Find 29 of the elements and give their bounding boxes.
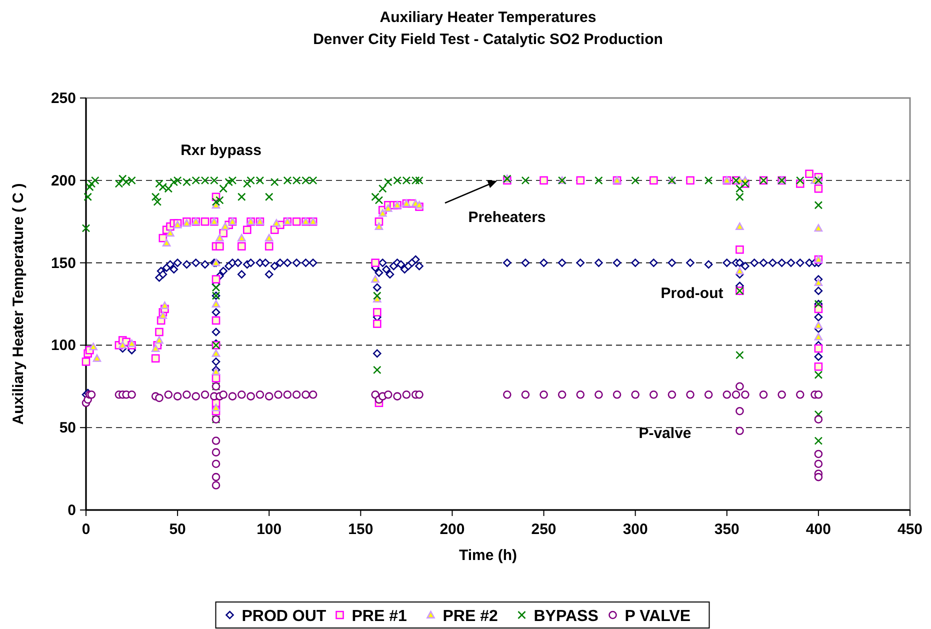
x-tick-label: 200	[440, 521, 465, 538]
x-tick-label: 350	[714, 521, 740, 538]
annotation: P-valve	[638, 425, 692, 442]
x-tick-label: 150	[348, 521, 374, 538]
y-tick-label: 0	[68, 502, 76, 519]
legend-label: BYPASS	[534, 608, 599, 625]
x-tick-label: 450	[897, 521, 923, 538]
x-tick-label: 400	[806, 521, 831, 538]
x-tick-label: 100	[256, 521, 282, 538]
chart-subtitle: Denver City Field Test - Catalytic SO2 Production	[313, 31, 663, 48]
legend-label: PROD OUT	[242, 608, 326, 625]
legend-label: PRE #2	[442, 608, 498, 625]
y-tick-label: 50	[59, 420, 76, 437]
x-tick-label: 300	[622, 521, 648, 538]
y-axis-title: Auxiliary Heater Temperature ( C )	[10, 183, 27, 425]
x-axis-title: Time (h)	[458, 547, 518, 564]
x-tick-label: 50	[169, 521, 186, 538]
y-tick-label: 250	[50, 90, 76, 107]
annotation: Rxr bypass	[180, 142, 262, 159]
legend-label: PRE #1	[352, 608, 407, 625]
legend-label: P VALVE	[624, 608, 691, 625]
annotation: Prod-out	[660, 285, 724, 302]
x-tick-label: 250	[531, 521, 556, 538]
x-tick-label: 0	[82, 521, 90, 538]
y-tick-label: 200	[50, 172, 76, 190]
annotation: Preheaters	[468, 209, 546, 226]
y-tick-label: 100	[50, 337, 76, 354]
y-tick-label: 150	[50, 254, 76, 272]
chart-title: Auxiliary Heater Temperatures	[380, 9, 596, 26]
